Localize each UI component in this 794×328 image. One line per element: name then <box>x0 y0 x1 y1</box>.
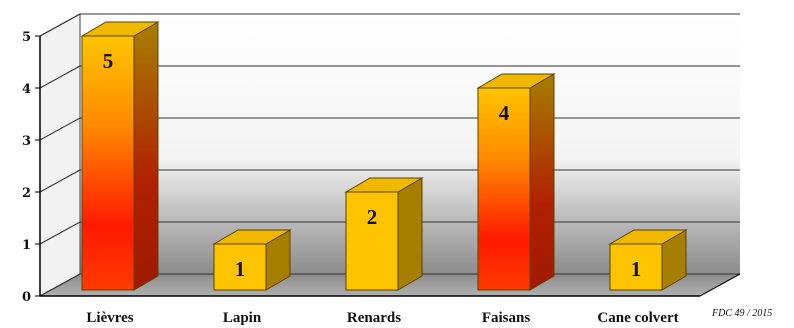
gridline-depth <box>39 117 81 141</box>
bar-front <box>81 35 135 291</box>
bar-side <box>133 21 159 291</box>
data-label: 1 <box>235 257 246 281</box>
bar: 1 <box>608 229 688 291</box>
data-label: 2 <box>367 205 378 229</box>
y-tick-label: 2 <box>22 186 31 201</box>
bar-side <box>397 177 423 291</box>
bar-top <box>344 177 424 193</box>
floor-edge <box>699 273 741 297</box>
category-label: Faisans <box>482 310 531 326</box>
bar-front <box>345 191 399 291</box>
y-tick-label: 1 <box>22 238 31 253</box>
category-label: Lièvres <box>86 310 133 326</box>
side-wall <box>39 13 81 297</box>
bar-top <box>608 229 688 245</box>
y-tick-label: 0 <box>22 290 31 305</box>
bar-top <box>212 229 292 245</box>
bar-front <box>213 243 267 291</box>
bar: 4 <box>476 73 556 291</box>
y-axis: 0 1 2 3 4 5 <box>22 30 741 305</box>
bar: 5 <box>80 21 160 291</box>
bar: 1 <box>212 229 292 291</box>
bar-top <box>80 21 160 37</box>
bars: 5 1 2 4 1 <box>80 21 688 291</box>
category-label: Cane colvert <box>597 310 678 326</box>
data-label: 5 <box>103 49 114 73</box>
gridline-depth <box>39 13 81 37</box>
category-label: Renards <box>347 310 401 326</box>
y-tick-label: 3 <box>22 134 31 149</box>
gridline-depth <box>39 221 81 245</box>
gridline-depth <box>39 169 81 193</box>
y-tick-label: 4 <box>22 82 31 97</box>
bar-side <box>529 73 555 291</box>
gridline-depth <box>39 65 81 89</box>
gridline-depth <box>39 273 81 297</box>
bar: 2 <box>344 177 424 291</box>
bar-top <box>476 73 556 89</box>
data-label: 4 <box>499 101 510 125</box>
category-label: Lapin <box>223 310 262 326</box>
bar-front <box>609 243 663 291</box>
data-label: 1 <box>631 257 642 281</box>
x-axis: Lièvres Lapin Renards Faisans Cane colvert <box>86 310 678 326</box>
y-tick-label: 5 <box>22 30 31 45</box>
credit-text: FDC 49 / 2015 <box>711 308 772 319</box>
